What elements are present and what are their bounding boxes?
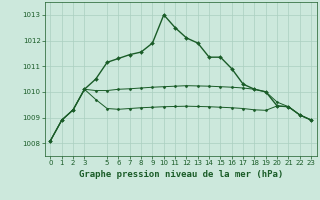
X-axis label: Graphe pression niveau de la mer (hPa): Graphe pression niveau de la mer (hPa) — [79, 170, 283, 179]
